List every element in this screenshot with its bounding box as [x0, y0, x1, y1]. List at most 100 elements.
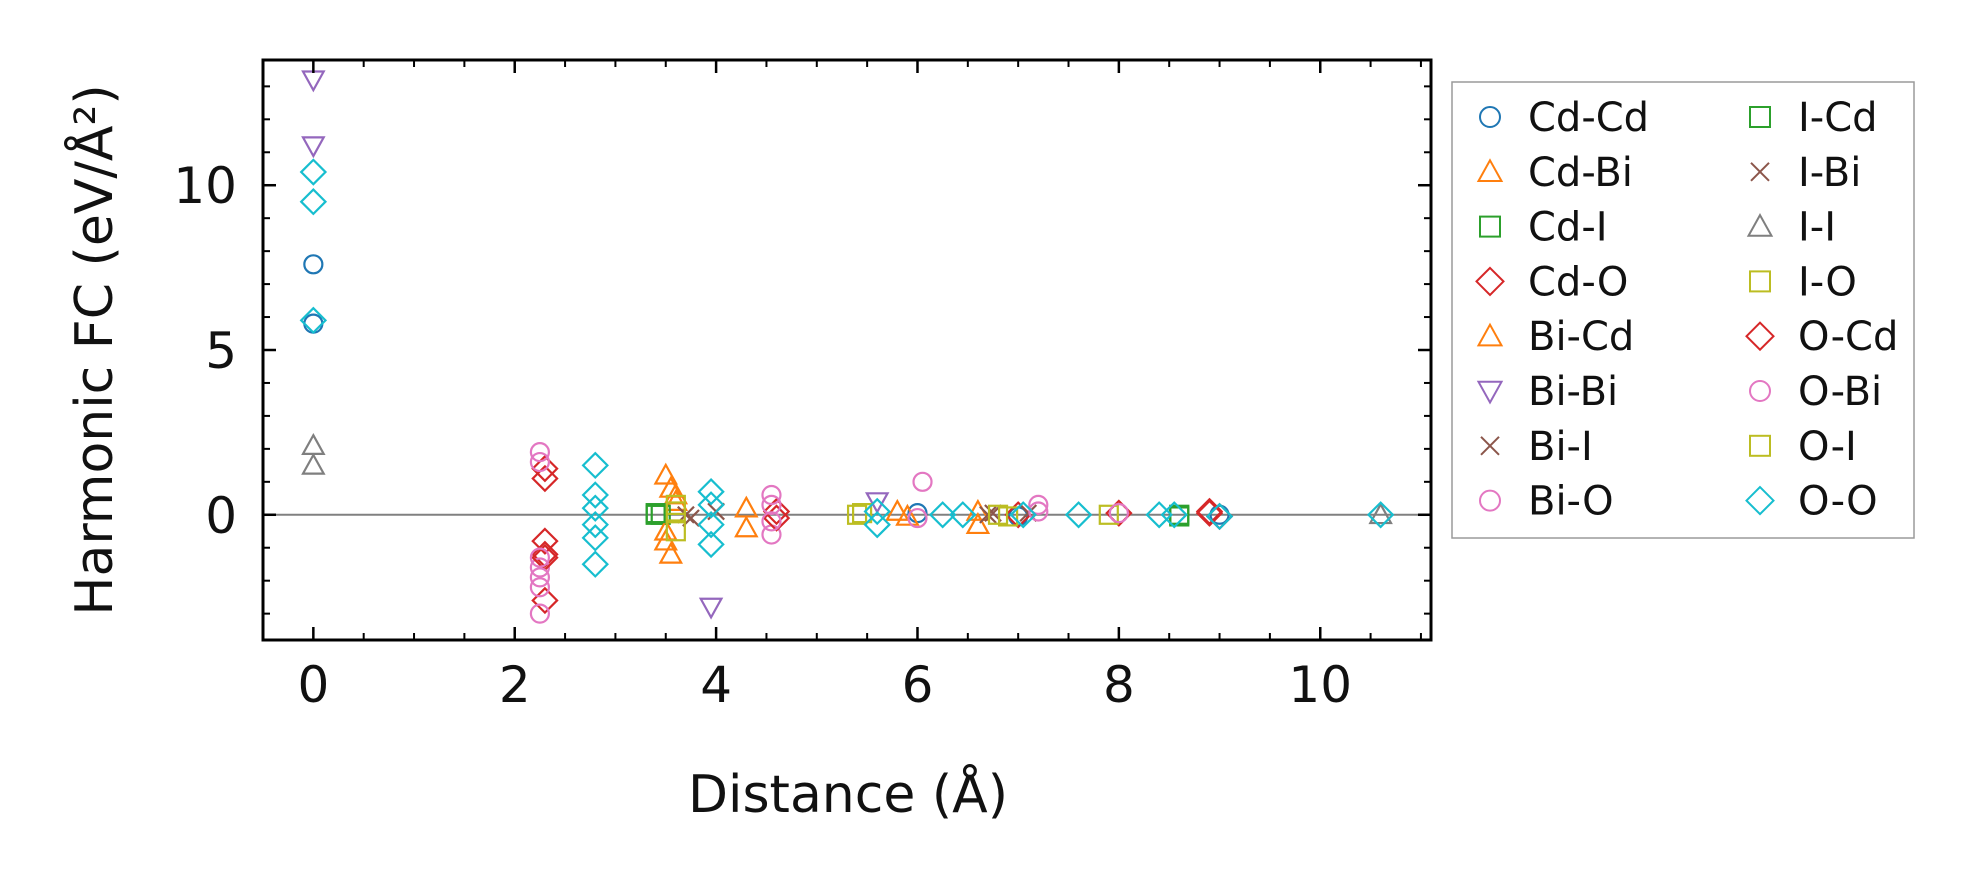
legend-marker-cd-bi: [1476, 158, 1504, 182]
point-o-o: [697, 477, 725, 506]
point-cd-bi: [965, 512, 991, 535]
point-i-o: [846, 504, 868, 525]
legend-label-bi-cd: Bi-Cd: [1528, 314, 1634, 360]
point-o-o: [581, 510, 609, 539]
point-i-o: [665, 521, 686, 542]
point-cd-bi: [734, 515, 759, 538]
legend-label-bi-i: Bi-I: [1528, 424, 1593, 470]
legend-marker-o-i: [1749, 434, 1771, 457]
legend-label-o-i: O-I: [1798, 424, 1857, 470]
legend-marker-i-cd: [1749, 106, 1771, 128]
point-o-o: [1205, 502, 1234, 531]
point-cd-bi: [885, 498, 910, 521]
legend-label-cd-i: Cd-I: [1528, 205, 1608, 251]
point-o-bi: [529, 567, 550, 588]
point-o-cd: [531, 527, 559, 555]
x-axis-label: Distance (Å): [688, 763, 1008, 825]
x-tick-label: 10: [1288, 656, 1352, 714]
legend-marker-bi-cd: [1476, 322, 1504, 347]
point-o-bi: [907, 507, 928, 529]
point-o-o: [1366, 501, 1395, 529]
point-cd-o: [531, 586, 559, 615]
point-cd-bi: [663, 488, 689, 511]
legend-frame: [1451, 81, 1915, 539]
plot-frame: [261, 58, 1433, 642]
point-bi-bi: [698, 597, 724, 620]
point-o-o: [697, 491, 725, 519]
legend-label-i-bi: I-Bi: [1798, 150, 1861, 196]
y-tick-label: 0: [205, 487, 237, 545]
point-cd-o: [762, 497, 791, 526]
point-o-o: [581, 494, 609, 522]
legend-label-cd-o: Cd-O: [1528, 259, 1628, 305]
legend-marker-cd-cd: [1479, 106, 1501, 128]
legend-label-i-o: I-O: [1798, 259, 1857, 305]
point-bi-o: [761, 484, 782, 506]
point-bi-o: [1028, 494, 1049, 515]
legend-marker-o-o: [1745, 485, 1775, 516]
y-tick-label: 10: [173, 157, 237, 215]
point-o-o: [863, 510, 891, 539]
legend-marker-i-o: [1749, 270, 1771, 293]
legend-marker-i-bi: [1750, 162, 1770, 182]
legend-label-cd-cd: Cd-Cd: [1528, 95, 1649, 141]
point-bi-o: [529, 577, 550, 598]
point-cd-cd: [303, 254, 324, 275]
legend-marker-bi-o: [1479, 489, 1501, 512]
point-o-bi: [761, 494, 782, 515]
point-o-o: [581, 481, 609, 509]
legend-label-i-i: I-I: [1798, 205, 1836, 251]
y-tick-label: 5: [205, 322, 237, 380]
point-cd-o: [1195, 499, 1224, 527]
legend-label-cd-bi: Cd-Bi: [1528, 150, 1633, 196]
point-o-i: [852, 503, 873, 524]
point-cd-bi: [658, 541, 684, 564]
legend-label-o-o: O-O: [1798, 479, 1878, 525]
legend-marker-cd-o: [1475, 266, 1505, 297]
point-o-o: [949, 501, 977, 529]
point-i-i: [1368, 502, 1393, 525]
point-i-o: [1098, 504, 1119, 525]
point-o-o: [299, 158, 328, 186]
x-tick-label: 2: [499, 656, 531, 714]
y-axis-label: Harmonic FC (eV/Å²): [63, 84, 125, 615]
point-bi-o: [912, 471, 933, 492]
legend-marker-cd-i: [1479, 215, 1501, 238]
point-o-o: [928, 501, 957, 529]
point-cd-bi: [734, 495, 759, 518]
point-o-o: [581, 451, 609, 480]
point-o-o: [697, 510, 725, 539]
legend-label-o-cd: O-Cd: [1798, 314, 1898, 360]
point-bi-o: [529, 603, 550, 624]
legend-marker-o-bi: [1749, 380, 1771, 402]
point-o-o: [697, 530, 725, 559]
point-o-bi: [529, 547, 550, 568]
point-o-o: [863, 497, 891, 526]
point-cd-bi: [653, 462, 678, 485]
point-bi-o: [529, 557, 550, 578]
point-i-i: [301, 452, 326, 475]
x-tick-label: 0: [297, 656, 329, 714]
x-tick-label: 6: [902, 656, 934, 714]
point-o-bi: [1028, 501, 1049, 522]
point-cd-o: [531, 464, 559, 493]
x-tick-label: 4: [700, 656, 732, 714]
legend-marker-bi-i: [1480, 436, 1500, 456]
legend-marker-bi-bi: [1476, 380, 1504, 405]
point-o-bi: [761, 511, 782, 532]
point-i-cd: [645, 503, 666, 524]
legend-label-bi-o: Bi-O: [1528, 479, 1614, 525]
x-tick-label: 8: [1103, 656, 1135, 714]
point-o-o: [581, 550, 609, 578]
point-o-bi: [1108, 503, 1129, 524]
point-bi-bi: [301, 70, 326, 93]
point-o-o: [1064, 501, 1093, 529]
point-i-i: [301, 432, 326, 455]
point-cd-cd: [303, 313, 324, 334]
point-o-o: [1160, 501, 1188, 529]
legend-marker-o-cd: [1745, 321, 1775, 352]
point-bi-cd: [895, 503, 920, 526]
point-o-o: [1009, 501, 1037, 529]
legend-label-bi-bi: Bi-Bi: [1528, 369, 1618, 415]
